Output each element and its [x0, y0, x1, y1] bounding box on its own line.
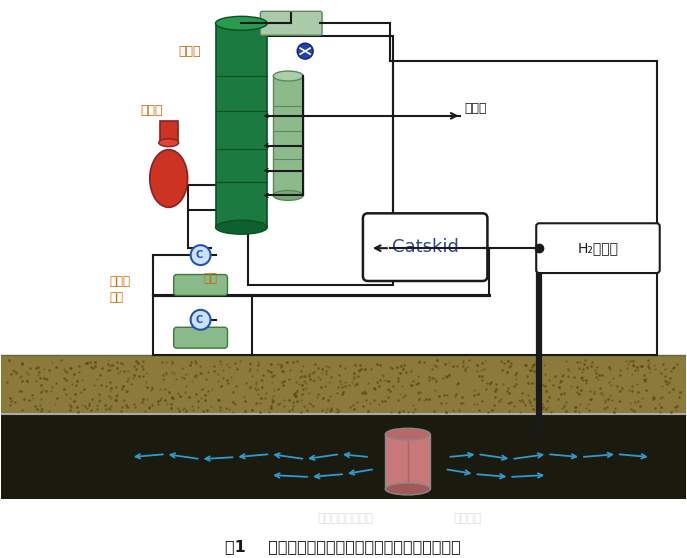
Text: 图1    稠油地下原位裂解降黏高效开采新技术工艺图: 图1 稠油地下原位裂解降黏高效开采新技术工艺图: [225, 539, 461, 554]
Text: C: C: [196, 315, 203, 325]
FancyBboxPatch shape: [174, 275, 227, 295]
Text: 纳米催化吸附周边: 纳米催化吸附周边: [317, 512, 373, 525]
Text: 原油塔: 原油塔: [179, 45, 201, 57]
Text: C: C: [196, 250, 203, 260]
Bar: [160, 121, 178, 143]
Bar: [385, 434, 430, 489]
FancyBboxPatch shape: [363, 213, 487, 281]
FancyBboxPatch shape: [174, 327, 227, 348]
Bar: [273, 76, 303, 195]
Bar: [216, 23, 267, 227]
Ellipse shape: [273, 190, 303, 200]
Ellipse shape: [385, 428, 430, 440]
Bar: [249, 36, 393, 285]
FancyBboxPatch shape: [260, 11, 322, 35]
Ellipse shape: [385, 483, 430, 495]
Ellipse shape: [150, 150, 188, 208]
Bar: [1, 415, 686, 499]
Text: 热扩张区: 热扩张区: [453, 512, 482, 525]
Circle shape: [190, 245, 210, 265]
FancyBboxPatch shape: [537, 223, 660, 273]
Text: 原油炉: 原油炉: [141, 104, 164, 117]
Text: Catskid: Catskid: [392, 238, 459, 256]
Text: 裂解油: 裂解油: [464, 102, 487, 116]
Circle shape: [190, 310, 210, 330]
Ellipse shape: [159, 139, 179, 147]
Bar: [1, 355, 686, 415]
Ellipse shape: [216, 16, 267, 30]
Circle shape: [297, 43, 313, 59]
Text: 原油: 原油: [203, 272, 218, 285]
Text: H₂发生器: H₂发生器: [578, 241, 618, 255]
Ellipse shape: [216, 220, 267, 234]
Ellipse shape: [273, 71, 303, 81]
Text: 原油底
部泵: 原油底 部泵: [109, 276, 130, 305]
